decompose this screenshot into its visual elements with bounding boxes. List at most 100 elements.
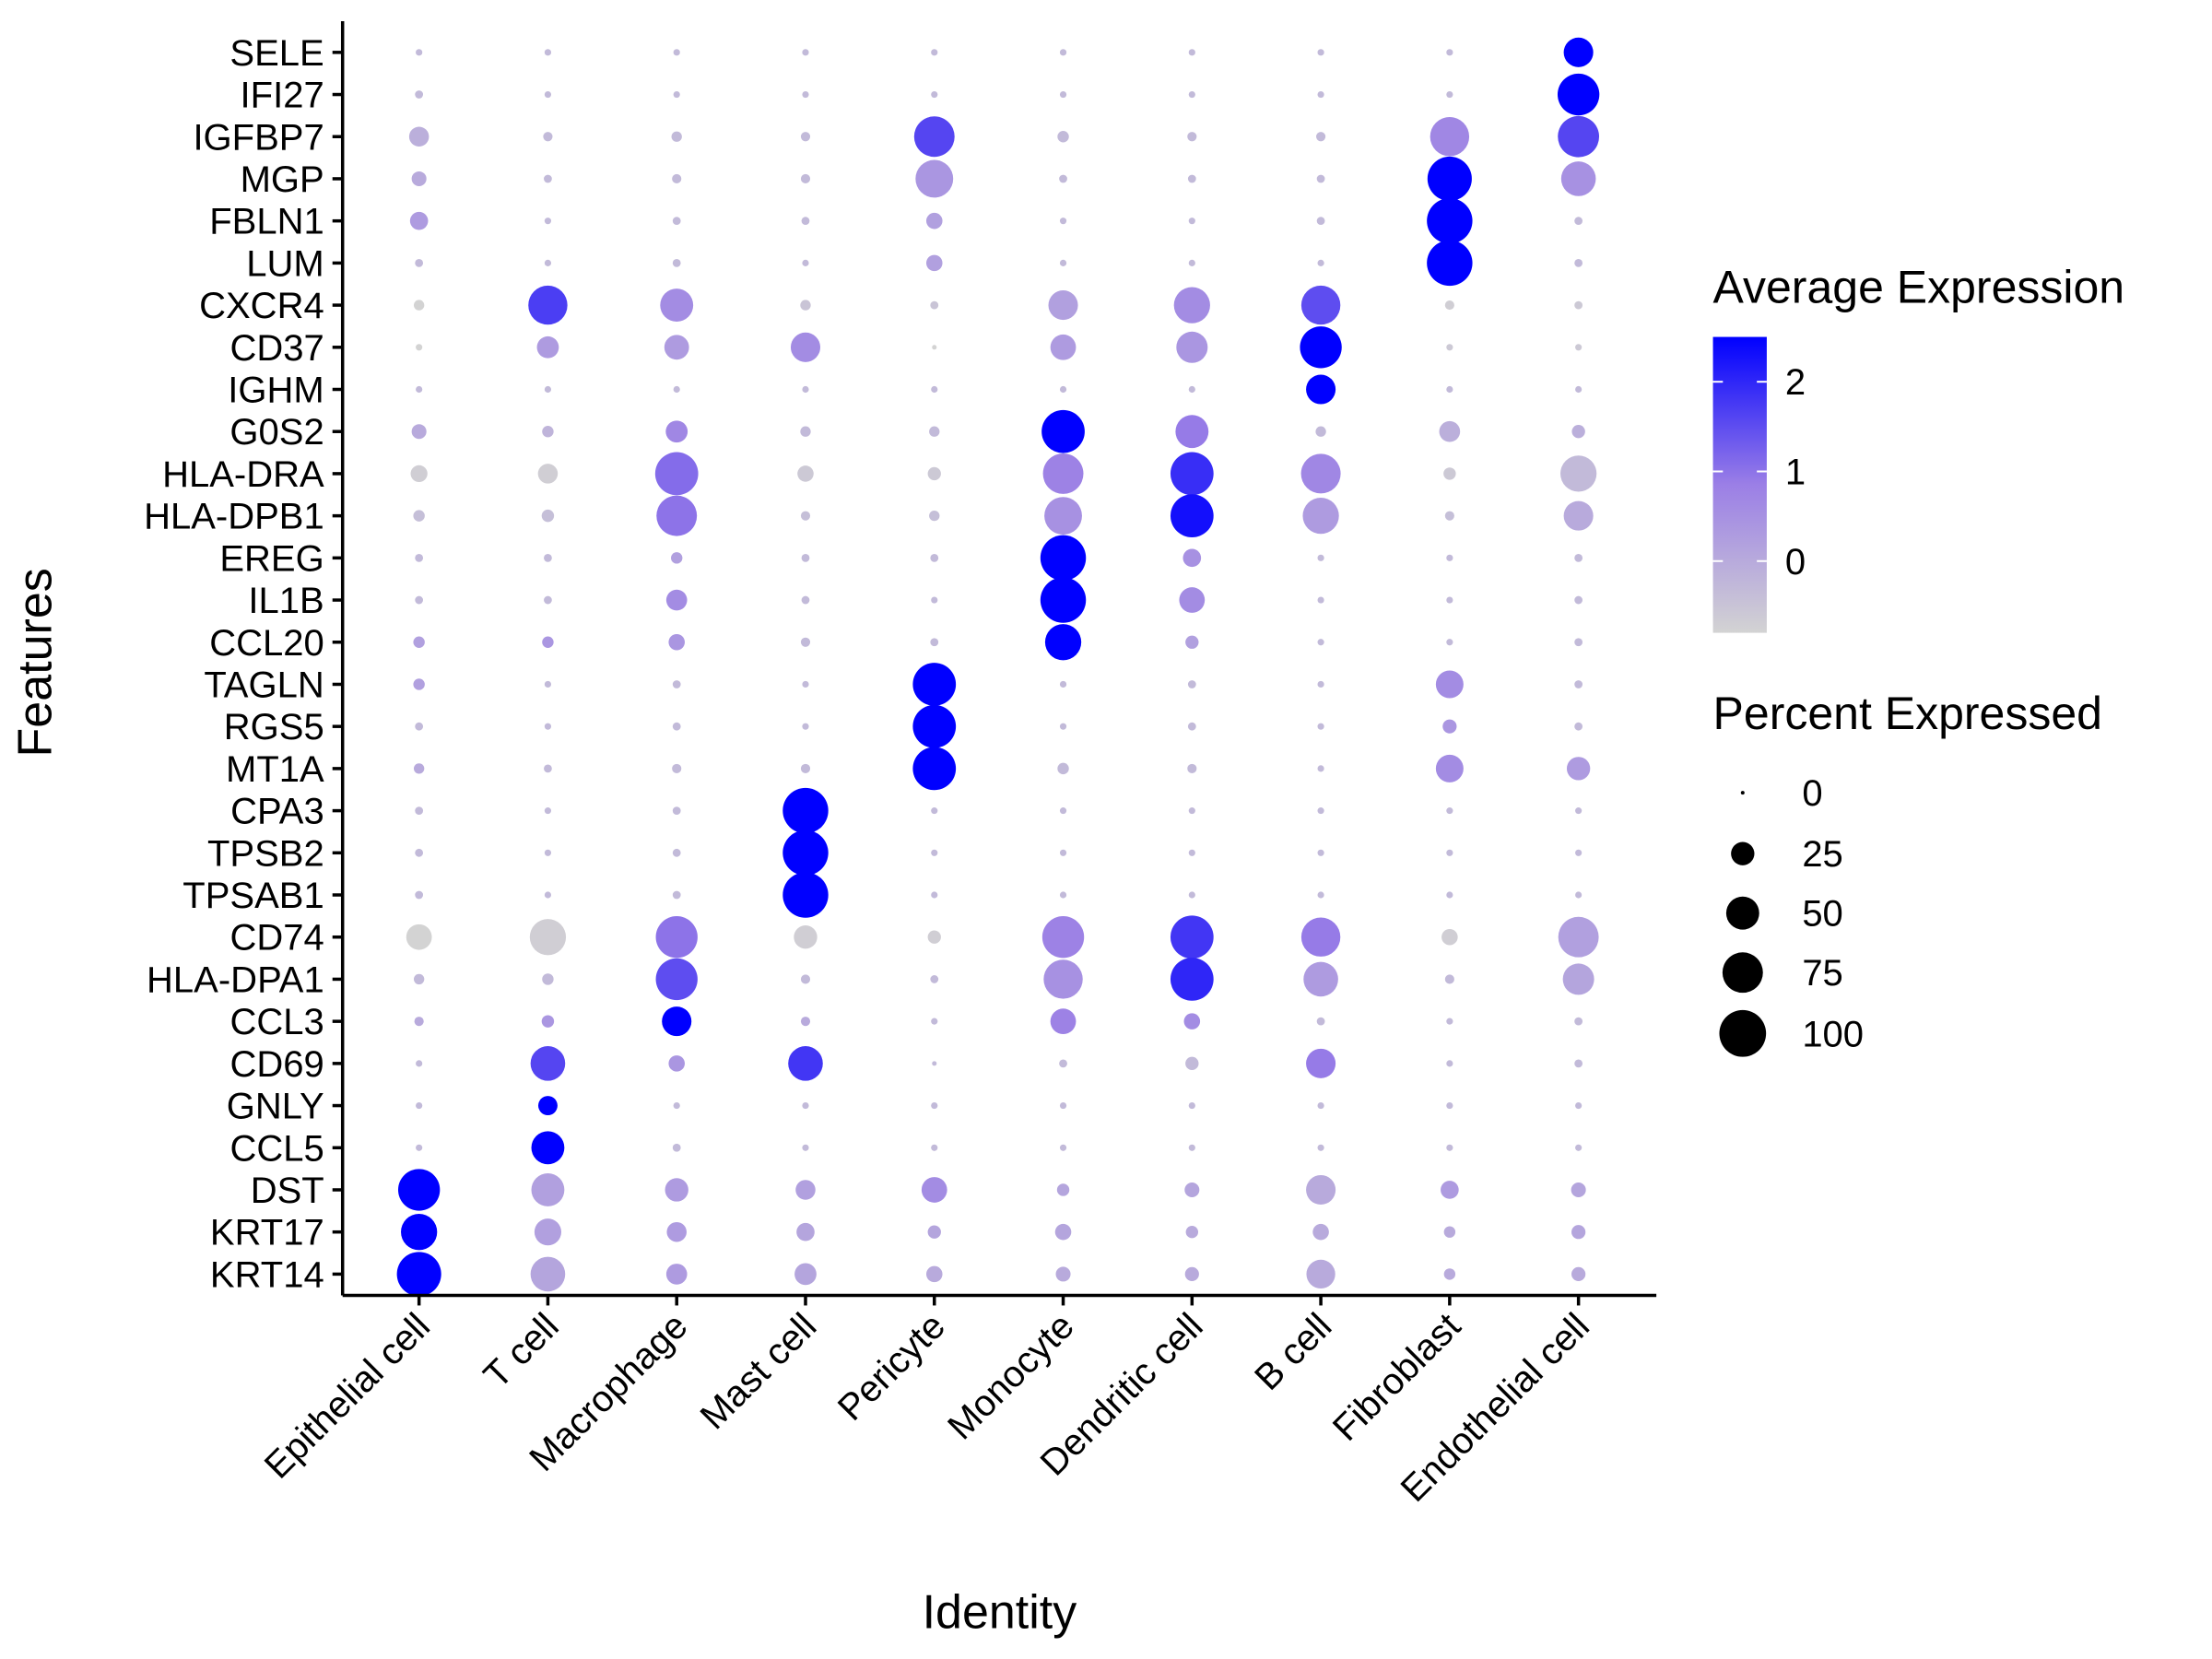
dot-hla-dpa1-pericyte — [930, 975, 939, 983]
dot-hla-dpa1-b-cell — [1303, 961, 1338, 997]
dot-g0s2-mast-cell — [800, 426, 811, 437]
dot-cpa3-mast-cell — [782, 787, 829, 834]
dot-ighm-epithelial-cell — [416, 385, 423, 394]
dot-cxcr4-macrophage — [660, 288, 694, 323]
dot-ereg-t-cell — [544, 553, 552, 562]
dot-dst-pericyte — [921, 1177, 947, 1203]
dot-g0s2-t-cell — [542, 426, 554, 438]
dot-tpsb2-pericyte — [931, 849, 938, 856]
dot-ccl5-pericyte — [931, 1144, 938, 1151]
dot-lum-mast-cell — [802, 259, 809, 266]
dot-cpa3-b-cell — [1317, 807, 1324, 815]
dot-tpsb2-fibroblast — [1446, 849, 1453, 856]
dot-ccl5-t-cell — [531, 1131, 565, 1165]
dot-rgs5-fibroblast — [1442, 719, 1457, 734]
dot-tagln-fibroblast — [1435, 670, 1464, 699]
dot-ereg-epithelial-cell — [415, 553, 424, 562]
dot-sele-fibroblast — [1446, 49, 1453, 56]
dot-krt17-fibroblast — [1443, 1226, 1456, 1238]
dot-sele-macrophage — [673, 49, 680, 56]
dot-ccl20-monocyte — [1044, 624, 1082, 661]
dot-cd37-endothelial-cell — [1575, 344, 1583, 351]
dot-gnly-pericyte — [931, 1101, 938, 1110]
dot-mt1a-fibroblast — [1435, 754, 1464, 782]
dot-cxcr4-monocyte — [1048, 290, 1078, 321]
dot-ifi27-epithelial-cell — [415, 90, 424, 99]
dot-ccl20-macrophage — [668, 633, 685, 651]
dot-cpa3-pericyte — [931, 807, 938, 815]
dot-hla-dpa1-mast-cell — [800, 974, 811, 984]
dot-hla-dpa1-monocyte — [1043, 959, 1083, 999]
dot-g0s2-endothelial-cell — [1571, 425, 1585, 439]
dot-tpsb2-epithelial-cell — [415, 848, 424, 857]
dot-igfbp7-macrophage — [671, 131, 682, 142]
dot-cd74-dendritic-cell — [1170, 915, 1214, 959]
x-tick-label: Pericyte — [830, 1306, 953, 1429]
dot-krt14-endothelial-cell — [1571, 1266, 1586, 1282]
dot-cxcr4-endothelial-cell — [1574, 300, 1583, 310]
size-legend-label: 50 — [1802, 894, 1843, 935]
dot-ighm-b-cell — [1306, 374, 1336, 405]
dot-dst-epithelial-cell — [397, 1169, 441, 1211]
dot-tagln-pericyte — [912, 663, 957, 706]
dot-krt14-t-cell — [530, 1256, 566, 1292]
x-tick-label: Epithelial cell — [257, 1306, 438, 1487]
dot-ereg-endothelial-cell — [1574, 553, 1583, 562]
y-ticks: SELEIFI27IGFBP7MGPFBLN1LUMCXCR4CD37IGHMG… — [144, 33, 343, 1295]
dot-ifi27-fibroblast — [1446, 90, 1453, 99]
dot-cd74-pericyte — [927, 930, 941, 944]
dot-hla-dpb1-fibroblast — [1444, 511, 1454, 521]
dot-tpsab1-mast-cell — [782, 872, 829, 918]
dot-cpa3-t-cell — [544, 807, 552, 815]
dot-krt17-t-cell — [534, 1218, 561, 1246]
dot-ereg-b-cell — [1317, 554, 1324, 561]
size-legend-dot — [1719, 1009, 1767, 1057]
dot-hla-dra-mast-cell — [797, 465, 814, 482]
dot-lum-macrophage — [672, 258, 681, 267]
size-legend-dot — [1731, 841, 1755, 865]
x-axis-title: Identity — [923, 1585, 1077, 1639]
dot-tpsab1-macrophage — [672, 890, 681, 900]
dot-ccl5-monocyte — [1059, 1144, 1067, 1151]
dot-mgp-mast-cell — [800, 173, 811, 184]
dot-il1b-endothelial-cell — [1574, 595, 1583, 605]
dot-mt1a-macrophage — [672, 763, 682, 773]
dot-dst-macrophage — [665, 1178, 688, 1202]
dot-tagln-epithelial-cell — [413, 678, 425, 690]
dot-hla-dra-pericyte — [927, 466, 941, 481]
y-tick-label: CD74 — [229, 918, 324, 959]
dot-dst-b-cell — [1306, 1174, 1336, 1206]
dot-tagln-endothelial-cell — [1574, 680, 1583, 688]
y-tick-label: KRT17 — [210, 1213, 324, 1253]
dot-tpsab1-t-cell — [544, 891, 552, 899]
dot-cd74-b-cell — [1300, 917, 1341, 957]
dot-ifi27-monocyte — [1059, 90, 1067, 99]
dot-hla-dpb1-b-cell — [1302, 498, 1339, 535]
dot-tagln-t-cell — [544, 680, 552, 688]
dot-ifi27-b-cell — [1317, 90, 1324, 99]
dot-mt1a-mast-cell — [800, 763, 811, 773]
dot-il1b-b-cell — [1317, 596, 1324, 604]
dot-hla-dra-t-cell — [537, 464, 559, 484]
size-legend-label: 0 — [1802, 773, 1822, 814]
dot-hla-dpa1-endothelial-cell — [1562, 963, 1594, 995]
dot-g0s2-pericyte — [929, 426, 940, 437]
dot-krt17-monocyte — [1054, 1223, 1072, 1241]
dot-tpsb2-t-cell — [544, 849, 552, 856]
dot-ighm-endothelial-cell — [1575, 385, 1583, 394]
dot-cxcr4-mast-cell — [800, 300, 811, 311]
dot-mgp-epithelial-cell — [411, 171, 427, 186]
dot-sele-epithelial-cell — [416, 49, 423, 56]
dot-cpa3-epithelial-cell — [415, 806, 424, 815]
dot-il1b-t-cell — [544, 595, 552, 605]
dot-g0s2-dendritic-cell — [1175, 415, 1209, 449]
color-legend-title: Average Expression — [1713, 262, 2125, 313]
dot-ccl5-b-cell — [1317, 1144, 1324, 1151]
y-tick-label: HLA-DPA1 — [147, 959, 324, 1000]
dot-lum-monocyte — [1059, 259, 1067, 266]
dot-tagln-mast-cell — [802, 680, 809, 688]
dot-cd37-macrophage — [664, 335, 689, 360]
dot-rgs5-pericyte — [912, 704, 957, 748]
dot-gnly-macrophage — [673, 1101, 680, 1110]
